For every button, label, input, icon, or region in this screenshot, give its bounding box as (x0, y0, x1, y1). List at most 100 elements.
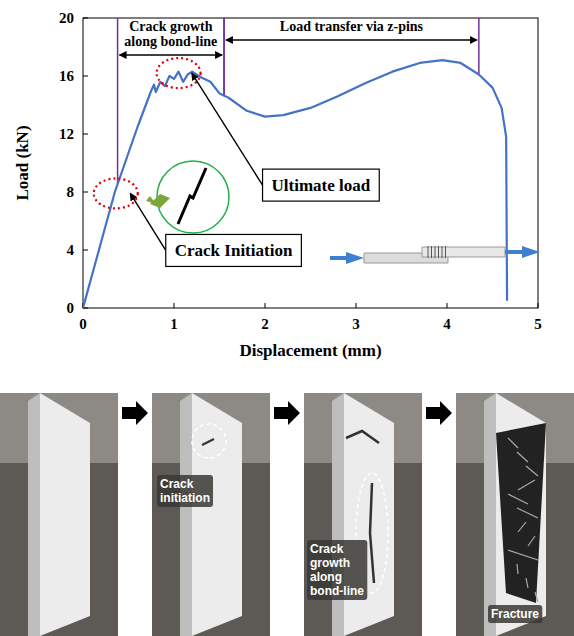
highlight-circle (192, 424, 226, 458)
load-arrow (505, 246, 540, 258)
label-patch (157, 475, 213, 507)
y-tick-label: 12 (59, 126, 74, 142)
annotation-ellipse (94, 178, 138, 208)
annotation-label: Crack Initiation (175, 241, 293, 260)
fiber (517, 508, 538, 518)
text-line: along (310, 570, 342, 584)
text-line: Crack growth (129, 19, 213, 34)
region-boundary (117, 18, 119, 184)
z-pin (435, 246, 436, 258)
fiber (508, 494, 528, 504)
photo-background (152, 393, 270, 636)
z-pin (445, 246, 446, 258)
fracture-zone (496, 423, 546, 603)
fiber (535, 592, 538, 602)
photo-panel (0, 393, 118, 636)
region-label: Crack growthalong bond-line (124, 19, 217, 49)
photo-panel: Fracture (456, 393, 574, 636)
plot-frame (83, 18, 538, 308)
text-line: Load transfer via z-pins (280, 19, 424, 34)
inset-arrow (146, 194, 170, 208)
specimen-edge (180, 393, 192, 636)
text-line: Crack (160, 477, 194, 491)
fiber (526, 466, 538, 476)
annotation-leader (192, 73, 263, 185)
specimen-edge (28, 393, 40, 636)
specimen-edge (484, 393, 496, 636)
sequence-arrow (274, 401, 300, 425)
photo-panel: Crackinitiation (152, 393, 270, 636)
y-tick (83, 192, 88, 193)
photo-label: Crackinitiation (160, 477, 210, 505)
photo-label: Fracture (491, 607, 539, 621)
y-tick-label: 4 (67, 242, 75, 258)
specimen-face (40, 393, 90, 636)
fiber (528, 536, 535, 546)
x-tick-label: 4 (443, 316, 451, 332)
text-line: along bond-line (124, 34, 217, 49)
load-curve (83, 60, 507, 308)
x-tick-label: 0 (79, 316, 87, 332)
x-tick (174, 303, 175, 308)
x-tick (356, 303, 357, 308)
y-tick-label: 20 (59, 10, 74, 26)
z-pin (438, 246, 439, 258)
photo-background (456, 393, 574, 636)
x-tick-label: 2 (261, 316, 269, 332)
photo-label: Crackgrowthalongbond-line (310, 542, 364, 598)
text-line: Fracture (491, 607, 539, 621)
x-tick (447, 303, 448, 308)
x-tick-label: 1 (170, 316, 178, 332)
plot-area (83, 60, 507, 308)
annotation-box: Crack Initiation (166, 234, 302, 266)
specimen-sketch (330, 246, 540, 264)
annotation-label: Ultimate load (272, 176, 371, 195)
region-boundary (478, 18, 480, 75)
x-tick (265, 303, 266, 308)
text-line: Crack (310, 542, 344, 556)
y-tick-label: 0 (67, 300, 75, 316)
label-patch (307, 540, 367, 600)
annotation-frame (166, 234, 302, 266)
photo-background (304, 393, 422, 636)
text-line: growth (310, 556, 350, 570)
sequence-arrow (122, 401, 148, 425)
z-pin (428, 246, 429, 258)
y-tick (83, 18, 88, 19)
x-tick-label: 5 (534, 316, 542, 332)
crack (202, 439, 214, 445)
x-tick (538, 303, 539, 308)
fiber (526, 578, 528, 588)
photo-panel: Crackgrowthalongbond-line (304, 393, 422, 636)
annotation-frame (263, 169, 380, 201)
y-tick (83, 134, 88, 135)
z-pin (442, 246, 443, 258)
y-tick (83, 76, 88, 77)
specimen-face (192, 393, 242, 636)
specimen-face (496, 393, 546, 636)
z-pin (431, 246, 432, 258)
region-arrow (226, 39, 477, 40)
region-label: Load transfer via z-pins (280, 19, 424, 34)
fiber (508, 550, 538, 560)
annotation-ellipse (157, 58, 201, 88)
annotation-box: Ultimate load (263, 169, 380, 201)
fiber (508, 438, 518, 448)
region-arrow (120, 54, 222, 55)
region-boundary (223, 18, 225, 96)
label-patch (488, 605, 542, 623)
fiber (518, 522, 526, 532)
y-tick (83, 250, 88, 251)
fiber (517, 452, 528, 462)
figure: 048121620012345Displacement (mm)Load (kN… (0, 0, 574, 636)
y-axis-title: Load (kN) (13, 125, 32, 200)
x-axis-title: Displacement (mm) (239, 341, 381, 360)
load-arrow (330, 252, 364, 264)
fiber (518, 480, 535, 490)
region-boundary (223, 18, 225, 96)
x-tick-label: 3 (352, 316, 360, 332)
inset-crack (178, 168, 206, 224)
specimen-part (422, 247, 505, 257)
photo-background (0, 393, 118, 636)
text-line: initiation (160, 491, 210, 505)
